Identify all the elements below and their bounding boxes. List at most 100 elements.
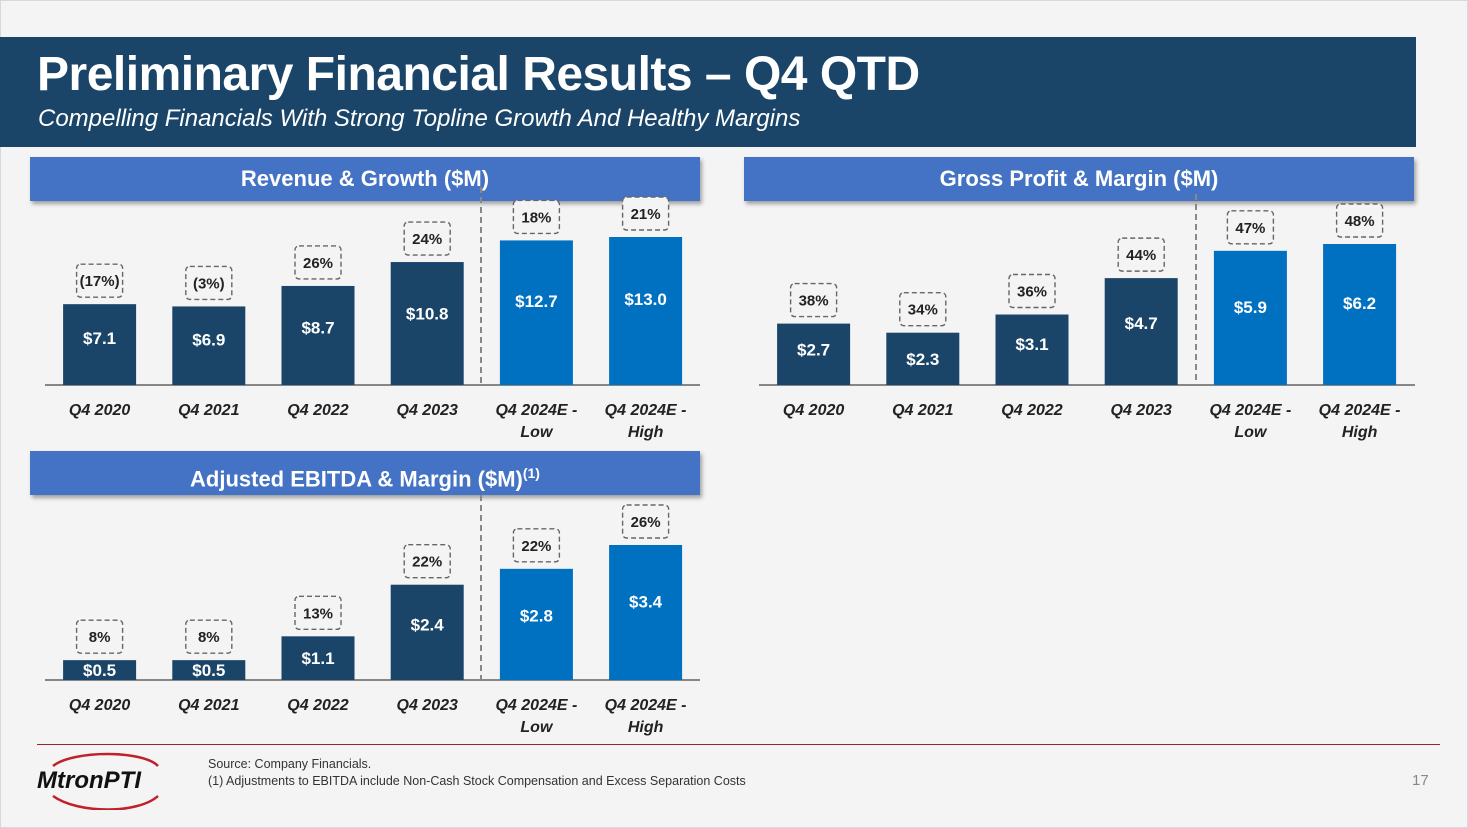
revenue-panel-title: Revenue & Growth ($M) [30, 157, 700, 201]
gross-annotation-box-4 [1226, 210, 1275, 245]
revenue-annotation-box-5 [621, 196, 670, 231]
revenue-bar-1 [172, 306, 246, 385]
revenue-tick-label-0-0: Q4 2020 [69, 402, 130, 419]
revenue-value-label-1: $6.9 [192, 330, 225, 349]
gross-tick-label-5-1: High [1342, 424, 1378, 441]
ebitda-bar-1 [172, 660, 246, 680]
gross-value-label-4: $5.9 [1234, 298, 1267, 317]
gross-value-label-5: $6.2 [1343, 294, 1376, 313]
ebitda-annotation-box-5 [621, 504, 670, 539]
revenue-tick-label-4-0: Q4 2024E - [495, 402, 577, 419]
revenue-tick-label-1-0: Q4 2021 [178, 402, 239, 419]
gross-annotation-1: 34% [908, 302, 938, 319]
revenue-annotation-box-3 [403, 221, 451, 256]
ebitda-footnote-marker: (1) [522, 465, 540, 481]
revenue-value-label-5: $13.0 [624, 290, 667, 309]
gross-value-label-1: $2.3 [906, 350, 939, 369]
revenue-annotation-4: 18% [521, 209, 551, 226]
gross-profit-panel-title: Gross Profit & Margin ($M) [744, 157, 1414, 201]
ebitda-adjustment-note: (1) Adjustments to EBITDA include Non-Ca… [208, 774, 746, 788]
ebitda-bar-4 [499, 568, 573, 680]
revenue-bar-0 [63, 304, 137, 385]
gross-tick-label-4-1: Low [1234, 424, 1268, 441]
gross-annotation-3: 44% [1126, 247, 1156, 264]
revenue-value-label-2: $8.7 [301, 319, 334, 338]
ebitda-bar-0 [63, 660, 137, 680]
ebitda-tick-label-5-1: High [628, 719, 664, 736]
revenue-bar-2 [281, 285, 355, 385]
revenue-annotation-box-0 [75, 263, 124, 298]
ebitda-annotation-box-0 [75, 619, 124, 654]
gross-value-label-3: $4.7 [1125, 314, 1158, 333]
gross-value-label-0: $2.7 [797, 340, 830, 359]
gross-tick-label-4-0: Q4 2024E - [1209, 402, 1291, 419]
gross-tick-label-3-0: Q4 2023 [1111, 402, 1172, 419]
revenue-annotation-box-4 [512, 199, 561, 235]
gross-annotation-0: 38% [799, 293, 829, 310]
gross-tick-label-0-0: Q4 2020 [783, 402, 844, 419]
ebitda-tick-label-4-0: Q4 2024E - [495, 697, 577, 714]
gross-annotation-5: 48% [1345, 213, 1375, 230]
revenue-tick-label-2-0: Q4 2022 [287, 402, 348, 419]
ebitda-bar-3 [390, 584, 464, 680]
revenue-annotation-1: (3%) [193, 275, 225, 292]
page-number: 17 [1412, 772, 1429, 789]
ebitda-value-label-2: $1.1 [301, 649, 334, 668]
gross-bar-3 [1104, 278, 1178, 385]
ebitda-tick-label-0-0: Q4 2020 [69, 697, 130, 714]
revenue-annotation-box-2 [294, 245, 342, 280]
revenue-annotation-box-1 [185, 265, 233, 301]
gross-annotation-box-0 [789, 282, 838, 318]
gross-bar-4 [1213, 250, 1287, 385]
gross-annotation-4: 47% [1235, 220, 1265, 237]
ebitda-value-label-4: $2.8 [520, 607, 553, 626]
revenue-annotation-0: (17%) [80, 273, 120, 290]
gross-annotation-box-3 [1117, 237, 1165, 272]
ebitda-annotation-box-2 [294, 595, 342, 631]
gross-annotation-2: 36% [1017, 284, 1047, 301]
revenue-tick-label-4-1: Low [520, 424, 554, 441]
revenue-tick-label-3-0: Q4 2023 [397, 402, 458, 419]
revenue-value-label-0: $7.1 [83, 329, 116, 348]
footer-divider [37, 744, 1440, 745]
gross-tick-label-5-0: Q4 2024E - [1319, 402, 1401, 419]
ebitda-panel-title: Adjusted EBITDA & Margin ($M)(1) [30, 451, 700, 495]
revenue-bar-5 [609, 237, 683, 385]
page-subtitle: Compelling Financials With Strong Toplin… [38, 105, 801, 132]
revenue-annotation-5: 21% [631, 206, 661, 223]
gross-bar-5 [1323, 244, 1397, 385]
ebitda-value-label-5: $3.4 [629, 593, 663, 612]
revenue-tick-label-5-0: Q4 2024E - [605, 402, 687, 419]
gross-bar-1 [886, 332, 960, 385]
ebitda-annotation-box-1 [185, 619, 233, 654]
gross-value-label-2: $3.1 [1015, 335, 1048, 354]
ebitda-value-label-1: $0.5 [192, 661, 225, 680]
revenue-annotation-2: 26% [303, 255, 333, 272]
gross-bar-0 [777, 323, 851, 385]
revenue-tick-label-5-1: High [628, 424, 664, 441]
gross-annotation-box-2 [1008, 273, 1056, 309]
ebitda-annotation-3: 22% [412, 554, 442, 571]
gross-annotation-box-5 [1335, 203, 1384, 238]
footnote: Source: Company Financials. (1) Adjustme… [208, 756, 746, 790]
ebitda-value-label-0: $0.5 [83, 661, 116, 680]
ebitda-annotation-1: 8% [198, 629, 220, 646]
ebitda-panel-title-text: Adjusted EBITDA & Margin ($M) [190, 466, 523, 492]
ebitda-annotation-2: 13% [303, 605, 333, 622]
ebitda-value-label-3: $2.4 [411, 616, 445, 635]
revenue-bar-4 [499, 240, 573, 385]
revenue-annotation-3: 24% [412, 231, 442, 248]
ebitda-tick-label-2-0: Q4 2022 [287, 697, 348, 714]
mtronpti-logo: MtronPTI [37, 752, 159, 810]
revenue-bar-3 [390, 262, 464, 385]
ebitda-tick-label-4-1: Low [520, 719, 554, 736]
gross-tick-label-2-0: Q4 2022 [1001, 402, 1062, 419]
ebitda-annotation-5: 26% [631, 514, 661, 531]
ebitda-annotation-box-3 [403, 544, 451, 579]
logo-text: MtronPTI [37, 767, 142, 794]
revenue-value-label-4: $12.7 [515, 292, 558, 311]
ebitda-annotation-box-4 [512, 528, 561, 563]
